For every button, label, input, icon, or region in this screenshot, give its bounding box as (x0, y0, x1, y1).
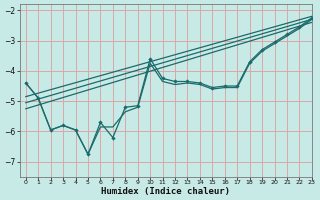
X-axis label: Humidex (Indice chaleur): Humidex (Indice chaleur) (101, 187, 230, 196)
